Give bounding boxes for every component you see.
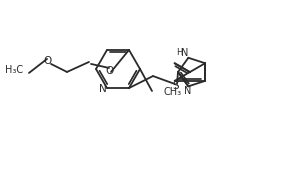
Text: H₃C: H₃C: [5, 65, 23, 75]
Text: N: N: [184, 86, 191, 96]
Text: CH₃: CH₃: [164, 87, 182, 97]
Text: H: H: [176, 48, 183, 57]
Text: S: S: [173, 81, 179, 91]
Text: N: N: [181, 48, 188, 58]
Text: O: O: [106, 66, 114, 76]
Text: O: O: [44, 56, 52, 66]
Text: N: N: [99, 84, 107, 94]
